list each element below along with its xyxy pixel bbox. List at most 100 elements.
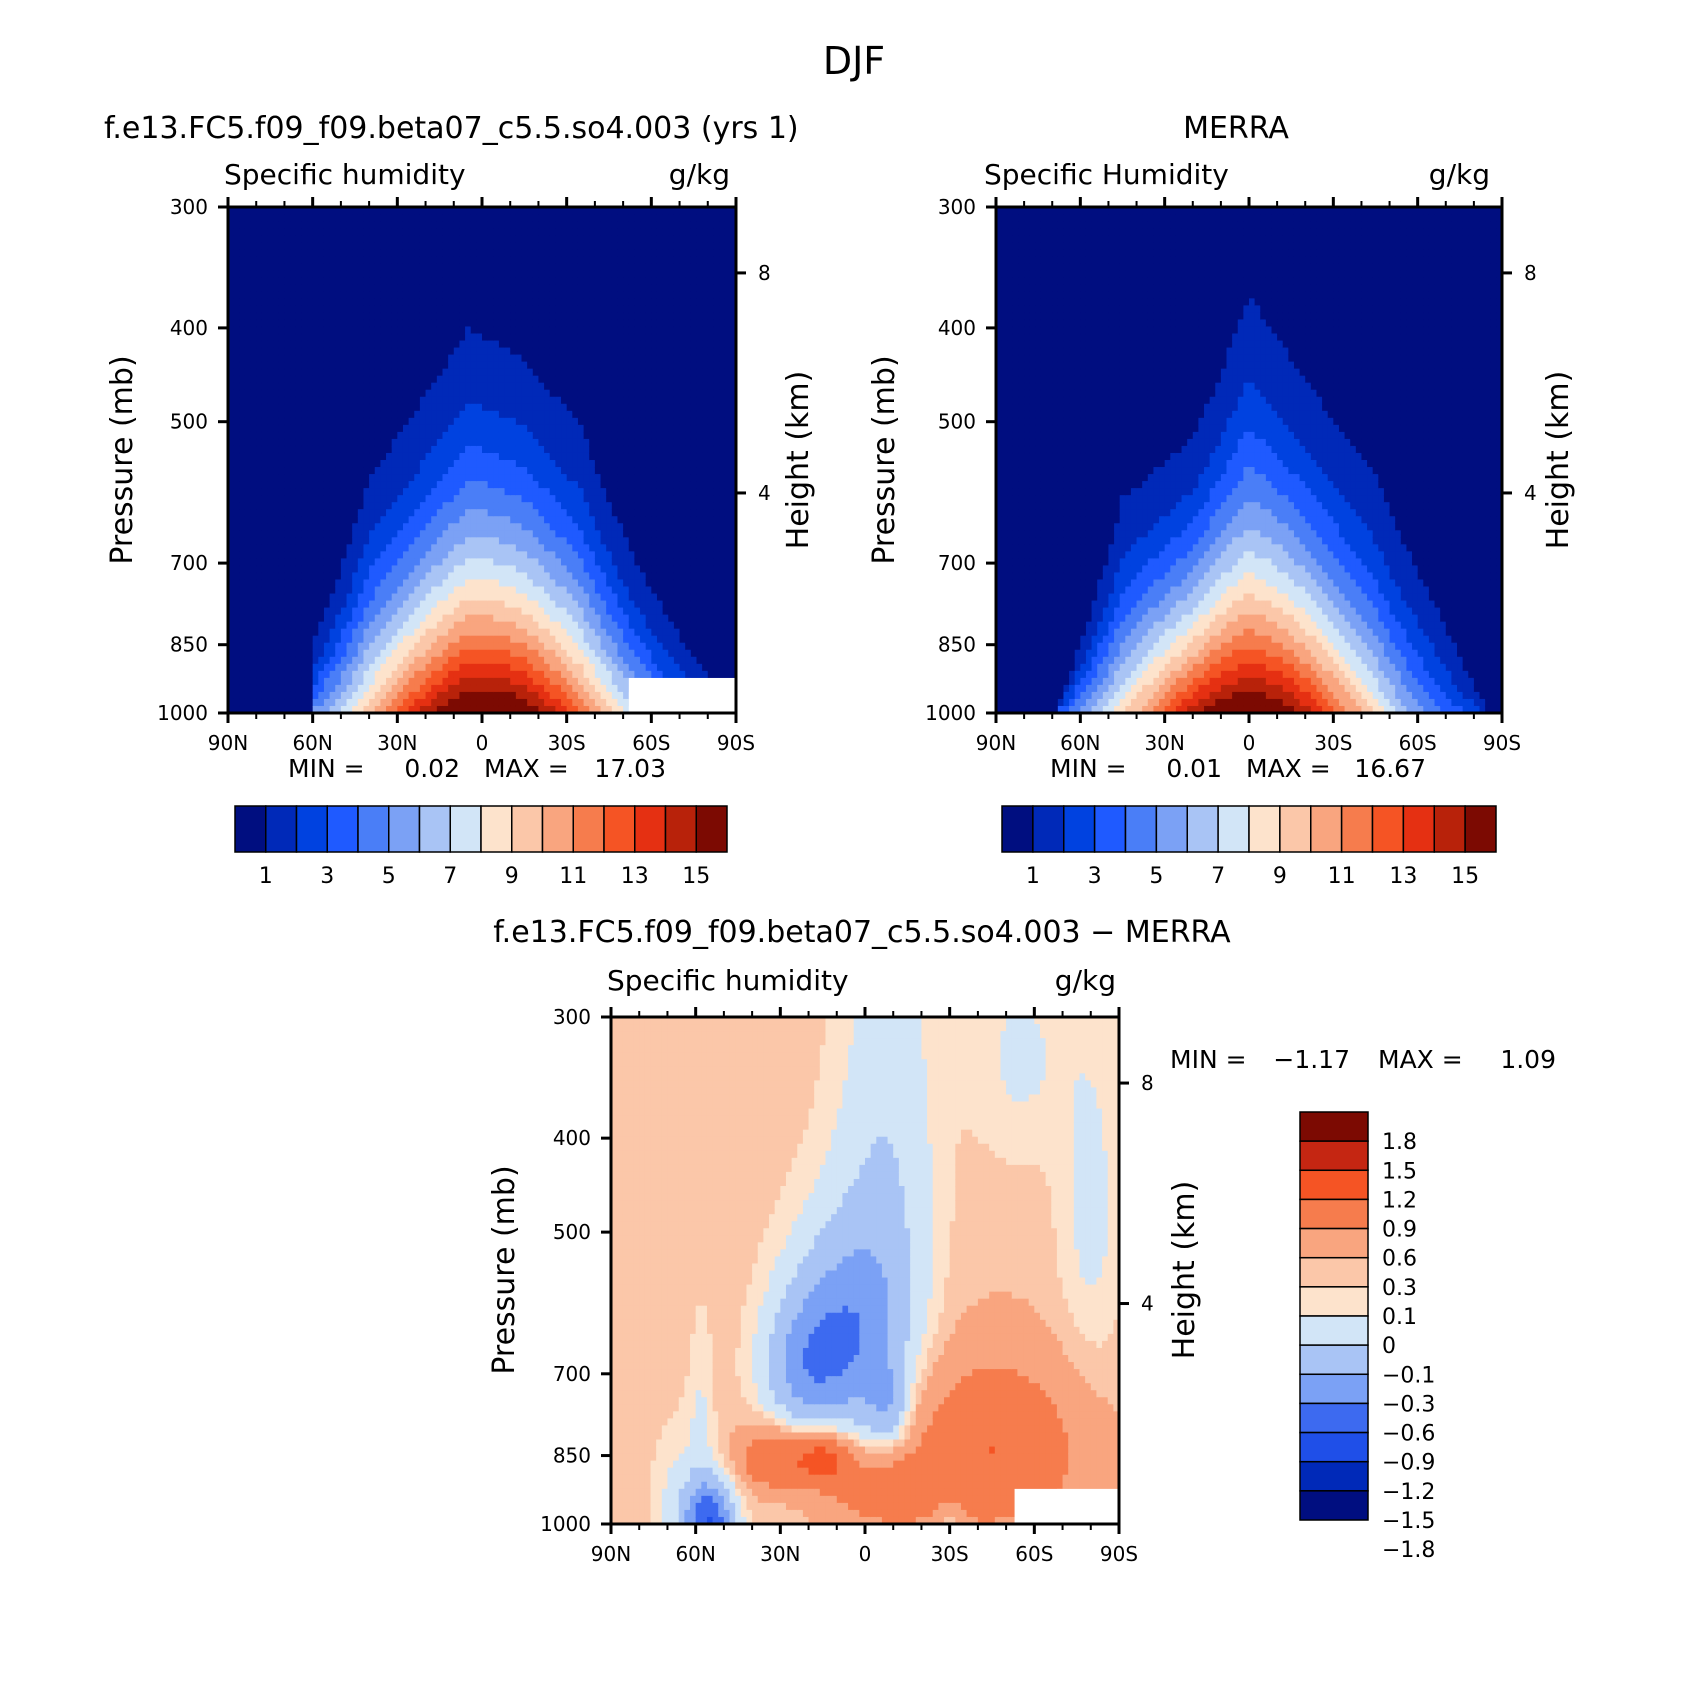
contour-cell xyxy=(465,684,472,693)
contour-cell xyxy=(318,593,325,602)
contour-cell xyxy=(318,403,325,412)
contour-cell xyxy=(487,537,494,545)
contour-cell xyxy=(544,460,551,468)
contour-cell xyxy=(312,614,319,623)
contour-cell xyxy=(583,410,590,419)
contour-cell xyxy=(549,495,556,503)
contour-cell xyxy=(284,389,291,398)
contour-cell xyxy=(307,670,314,679)
contour-cell xyxy=(453,424,461,433)
contour-cell xyxy=(290,607,297,616)
contour-cell xyxy=(606,284,613,292)
contour-cell xyxy=(340,417,348,426)
contour-cell xyxy=(380,670,387,679)
contour-cell xyxy=(408,277,415,285)
contour-cell xyxy=(611,586,619,595)
contour-cell xyxy=(301,284,308,292)
contour-cell xyxy=(431,586,438,595)
contour-cell xyxy=(465,579,472,588)
contour-cell xyxy=(261,698,269,707)
contour-cell xyxy=(340,270,348,278)
contour-cell xyxy=(369,417,376,426)
contour-cell xyxy=(312,537,319,545)
contour-cell xyxy=(369,691,376,700)
contour-cell xyxy=(617,249,624,257)
contour-cell xyxy=(521,663,528,672)
contour-cell xyxy=(250,228,257,236)
contour-cell xyxy=(329,614,336,623)
contour-cell xyxy=(459,516,466,524)
contour-cell xyxy=(498,382,506,391)
contour-cell xyxy=(267,445,274,454)
contour-cell xyxy=(572,319,579,328)
contour-cell xyxy=(402,214,410,222)
contour-cell xyxy=(566,235,573,243)
contour-cell xyxy=(402,291,410,299)
contour-cell xyxy=(380,284,387,292)
contour-cell xyxy=(600,684,607,693)
contour-cell xyxy=(261,502,269,510)
contour-cell xyxy=(267,502,274,510)
contour-cell xyxy=(600,207,607,215)
contour-cell xyxy=(538,417,545,426)
contour-cell xyxy=(544,474,551,482)
contour-cell xyxy=(250,326,257,335)
contour-cell xyxy=(374,403,381,412)
contour-cell xyxy=(577,705,585,714)
contour-cell xyxy=(566,593,573,602)
contour-cell xyxy=(228,207,235,215)
contour-cell xyxy=(476,403,483,412)
contour-cell xyxy=(594,628,602,637)
contour-cell xyxy=(527,621,534,630)
contour-cell xyxy=(369,474,376,482)
contour-cell xyxy=(228,642,235,651)
contour-cell xyxy=(256,396,263,405)
contour-cell xyxy=(340,277,348,285)
contour-cell xyxy=(386,452,393,461)
contour-cell xyxy=(244,361,252,370)
contour-cell xyxy=(312,495,319,503)
contour-cell xyxy=(301,368,308,377)
contour-cell xyxy=(577,481,585,489)
contour-cell xyxy=(329,319,336,328)
contour-cell xyxy=(600,277,607,285)
contour-cell xyxy=(487,375,494,384)
contour-cell xyxy=(329,417,336,426)
contour-cell xyxy=(340,572,348,581)
contour-cell xyxy=(572,347,579,356)
contour-cell xyxy=(386,396,393,405)
contour-cell xyxy=(611,642,619,651)
contour-cell xyxy=(572,235,579,243)
contour-cell xyxy=(278,481,286,489)
contour-cell xyxy=(301,607,308,616)
contour-cell xyxy=(290,579,297,588)
contour-cell xyxy=(307,235,314,243)
contour-cell xyxy=(374,558,381,567)
contour-cell xyxy=(453,354,461,363)
contour-cell xyxy=(301,474,308,482)
contour-cell xyxy=(611,572,619,581)
contour-cell xyxy=(482,298,489,306)
contour-cell xyxy=(577,495,585,503)
contour-cell xyxy=(476,417,483,426)
contour-cell xyxy=(278,326,286,335)
contour-cell xyxy=(244,621,252,630)
contour-cell xyxy=(583,600,590,609)
contour-cell xyxy=(233,410,240,419)
contour-cell xyxy=(228,579,235,588)
contour-cell xyxy=(600,621,607,630)
contour-cell xyxy=(290,333,297,342)
contour-cell xyxy=(436,677,444,686)
contour-cell xyxy=(295,523,302,531)
contour-cell xyxy=(555,467,562,475)
contour-cell xyxy=(239,544,246,552)
contour-cell xyxy=(250,389,257,398)
contour-cell xyxy=(493,249,500,257)
contour-cell xyxy=(256,417,263,426)
contour-cell xyxy=(577,558,585,567)
contour-cell xyxy=(555,551,562,559)
contour-cell xyxy=(532,354,540,363)
contour-cell xyxy=(594,467,602,475)
contour-cell xyxy=(442,347,449,356)
contour-cell xyxy=(476,214,483,222)
